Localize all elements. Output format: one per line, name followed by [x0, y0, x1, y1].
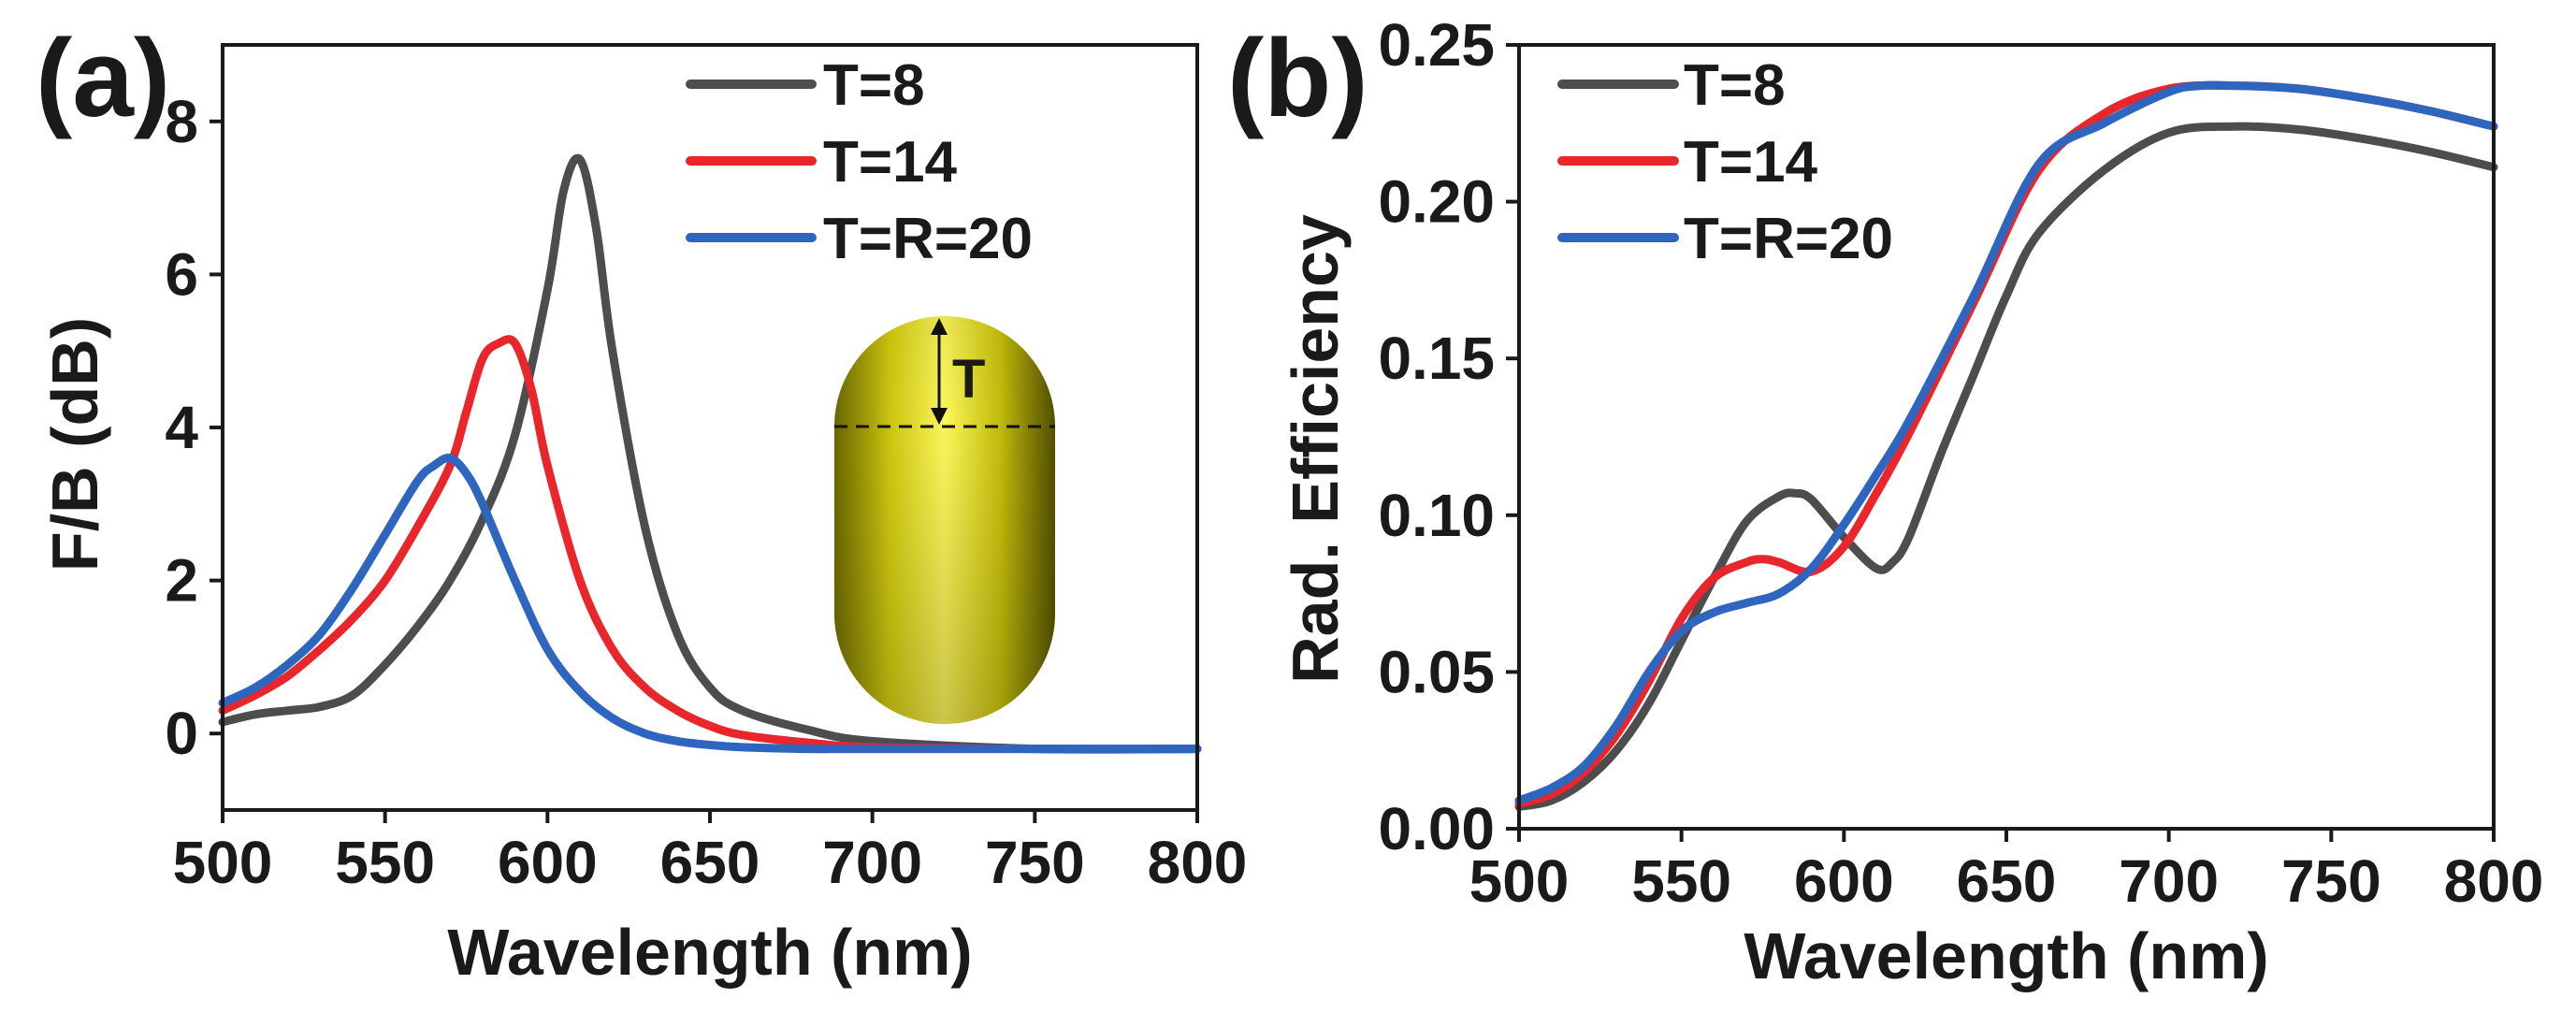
- panel-b-series-line-t-8: [1514, 122, 2498, 811]
- panel-b-y-tick-label: 0.00: [1378, 795, 1495, 862]
- legend-label-tr20: T=R=20: [1684, 207, 1893, 271]
- panel-b-x-ticks: 500 550 600 650 700 750 800: [1469, 829, 2544, 915]
- panel-b-y-tick-label: 0.15: [1378, 325, 1495, 392]
- panel-b-label: (b): [1227, 17, 1368, 140]
- panel-b-x-tick-label: 600: [1794, 847, 1894, 915]
- panel-a-series-line-t-8: [218, 153, 1202, 754]
- panel-a-series: [218, 153, 1202, 754]
- panel-a-y-tick-label: 6: [165, 240, 198, 308]
- panel-a-series-line-t-14: [218, 335, 1202, 754]
- panel-a-x-tick-label: 550: [335, 829, 435, 896]
- panel-b-x-tick-label: 750: [2281, 847, 2381, 915]
- panel-b-x-tick-label: 550: [1631, 847, 1731, 915]
- legend-label-t14: T=14: [1684, 130, 1818, 195]
- panel-b-x-axis-label: Wavelength (nm): [1744, 919, 2268, 992]
- legend-label-t14: T=14: [823, 130, 958, 195]
- panel-b-y-tick-label: 0.20: [1378, 168, 1495, 236]
- panel-b-y-tick-label: 0.10: [1378, 482, 1495, 549]
- panel-a: (a) 500 550 600 650 700 750 800 0 2 4 6 8 Waveleng…: [36, 17, 1247, 989]
- panel-a-y-axis-label: F/B (dB): [38, 317, 111, 572]
- panel-b-x-tick-label: 700: [2119, 847, 2219, 915]
- panel-b-legend: T=8 T=14 T=R=20: [1557, 53, 1893, 271]
- panel-b-series-line-t-r-20: [1514, 80, 2498, 805]
- panel-b-x-tick-label: 800: [2444, 847, 2544, 915]
- panel-a-y-tick-label: 8: [165, 88, 198, 155]
- panel-b-x-tick-label: 650: [1957, 847, 2057, 915]
- panel-a-y-tick-label: 2: [165, 547, 198, 615]
- panel-a-y-ticks: 0 2 4 6 8: [165, 88, 223, 767]
- panel-b-series: [1514, 80, 2498, 811]
- panel-a-legend: T=8 T=14 T=R=20: [686, 53, 1033, 271]
- panel-a-x-tick-label: 600: [498, 829, 598, 896]
- legend-label-t8: T=8: [1684, 53, 1786, 118]
- panel-a-series-line-t-r-20: [218, 454, 1202, 754]
- panel-a-x-tick-label: 700: [822, 829, 922, 896]
- panel-b-y-tick-label: 0.25: [1378, 11, 1495, 79]
- panel-b-y-tick-label: 0.05: [1378, 638, 1495, 705]
- panel-a-x-tick-label: 650: [660, 829, 760, 896]
- panel-a-x-tick-label: 500: [173, 829, 273, 896]
- panel-b-y-axis-label: Rad. Efficiency: [1279, 214, 1352, 684]
- panel-b: (b) 500 550 600 650 700 750 800 0.000.050.100.…: [1227, 11, 2543, 992]
- panel-a-y-tick-label: 0: [165, 700, 198, 767]
- panel-a-label: (a): [36, 17, 170, 140]
- legend-label-tr20: T=R=20: [823, 207, 1033, 271]
- panel-a-x-ticks: 500 550 600 650 700 750 800: [173, 810, 1248, 896]
- nanorod-inset: T: [834, 316, 1055, 724]
- panel-b-y-ticks: 0.00 0.05 0.10 0.15 0.20 0.25: [1378, 11, 1519, 862]
- panel-a-x-axis-label: Wavelength (nm): [447, 916, 972, 989]
- panel-a-x-tick-label: 800: [1148, 829, 1248, 896]
- panel-b-series-line-t-14: [1514, 80, 2498, 808]
- legend-label-t8: T=8: [823, 53, 925, 118]
- panel-a-y-tick-label: 4: [165, 394, 198, 461]
- panel-b-x-tick-label: 500: [1469, 847, 1570, 915]
- panel-a-x-tick-label: 750: [985, 829, 1085, 896]
- inset-thickness-label: T: [952, 349, 985, 410]
